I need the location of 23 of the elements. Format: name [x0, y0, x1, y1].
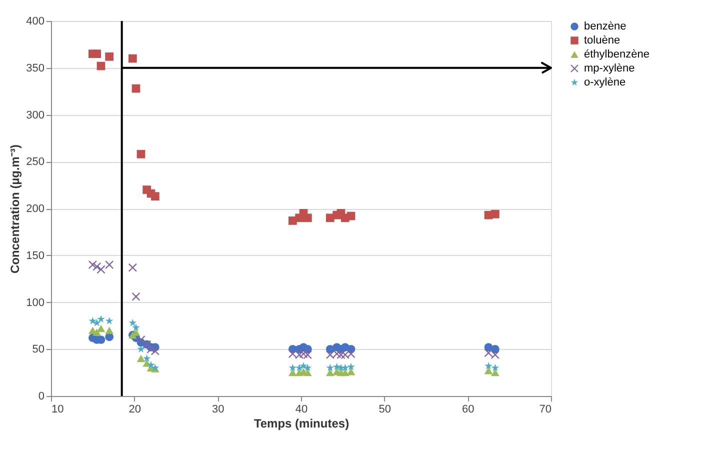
y-tick-label: 350: [26, 62, 44, 74]
x-tick-label: 20: [128, 404, 141, 416]
y-tick-label: 150: [26, 250, 44, 262]
x-tick-label: 30: [212, 404, 224, 416]
legend-label: éthylbenzène: [584, 48, 650, 60]
x-axis-title: Temps (minutes): [254, 416, 350, 430]
x-tick-label: 70: [539, 404, 552, 416]
y-tick-label: 0: [38, 390, 44, 402]
y-tick-label: 100: [26, 296, 44, 309]
y-tick-label: 200: [26, 203, 44, 215]
y-tick-label: 300: [26, 109, 44, 122]
legend-label: toluène: [584, 34, 620, 46]
y-tick-label: 400: [26, 16, 44, 28]
x-tick-label: 60: [462, 404, 474, 416]
y-axis-title: Concentration (µg.m⁻³): [8, 144, 22, 274]
x-tick-label: 10: [52, 404, 64, 416]
y-tick-label: 250: [26, 156, 44, 168]
y-tick-label: 50: [32, 344, 44, 356]
legend-label: benzène: [584, 20, 626, 32]
legend-label: mp-xylène: [584, 62, 635, 74]
x-tick-label: 50: [378, 404, 391, 416]
x-tick-label: 40: [295, 404, 308, 416]
legend-label: o-xylène: [584, 76, 626, 88]
